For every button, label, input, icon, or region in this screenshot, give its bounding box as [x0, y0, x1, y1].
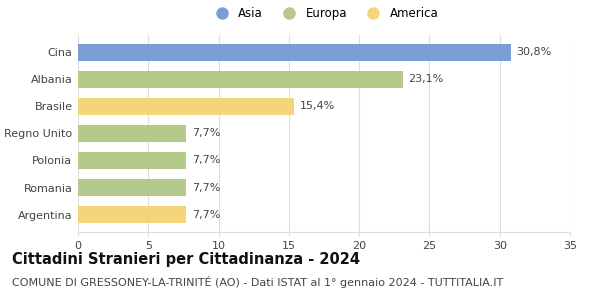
Text: Cittadini Stranieri per Cittadinanza - 2024: Cittadini Stranieri per Cittadinanza - 2… — [12, 252, 360, 267]
Text: 7,7%: 7,7% — [192, 155, 220, 166]
Text: 7,7%: 7,7% — [192, 128, 220, 138]
Bar — [78, 152, 186, 169]
Bar — [78, 71, 403, 88]
Text: COMUNE DI GRESSONEY-LA-TRINITÉ (AO) - Dati ISTAT al 1° gennaio 2024 - TUTTITALIA: COMUNE DI GRESSONEY-LA-TRINITÉ (AO) - Da… — [12, 276, 503, 287]
Bar — [78, 206, 186, 223]
Text: 7,7%: 7,7% — [192, 210, 220, 220]
Text: 15,4%: 15,4% — [300, 101, 335, 111]
Bar — [78, 44, 511, 61]
Text: 7,7%: 7,7% — [192, 183, 220, 193]
Text: 30,8%: 30,8% — [517, 47, 552, 57]
Text: 23,1%: 23,1% — [409, 74, 443, 84]
Bar — [78, 98, 295, 115]
Bar — [78, 179, 186, 196]
Bar — [78, 125, 186, 142]
Legend: Asia, Europa, America: Asia, Europa, America — [210, 7, 438, 20]
